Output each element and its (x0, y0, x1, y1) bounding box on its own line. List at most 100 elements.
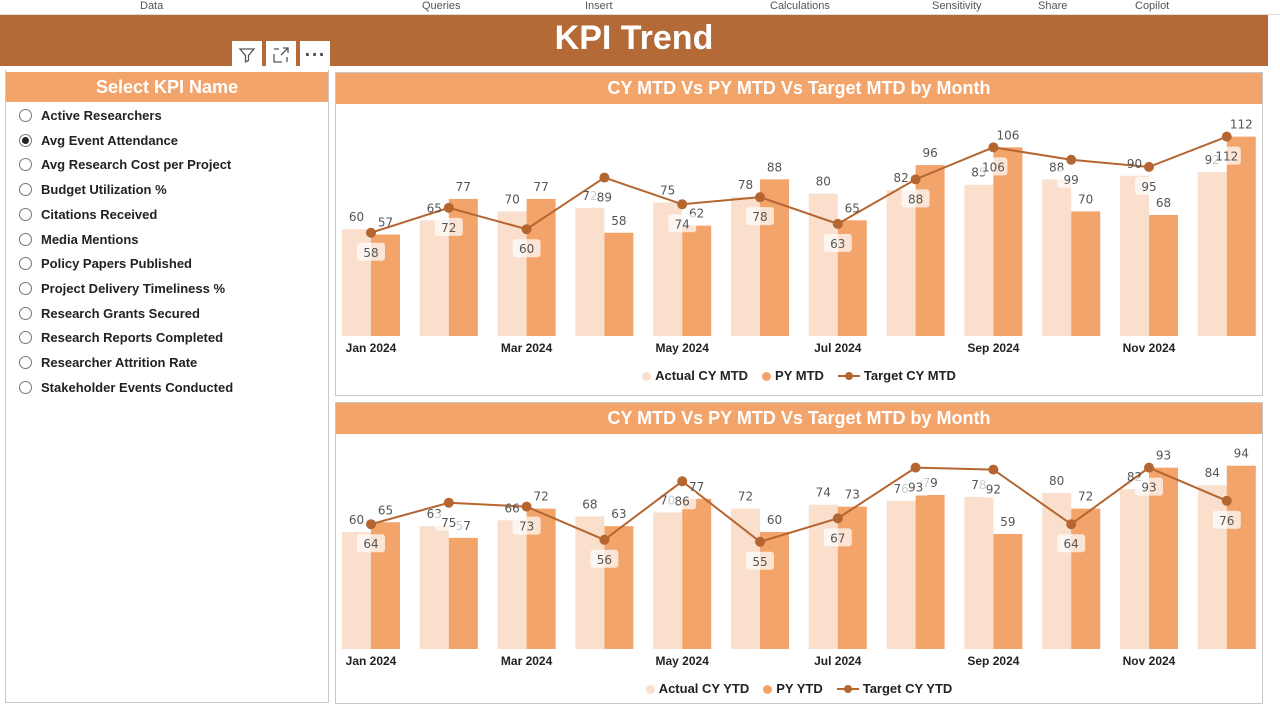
target-data-label: 86 (675, 494, 690, 508)
target-data-label: 89 (597, 191, 612, 205)
target-data-label: 63 (830, 237, 845, 251)
x-tick-label: Jul 2024 (814, 341, 862, 355)
more-options-icon[interactable]: ··· (300, 41, 330, 68)
target-point (832, 513, 843, 524)
radio-button[interactable] (19, 257, 32, 271)
cy-bar (575, 516, 605, 649)
slicer-item[interactable]: Stakeholder Events Conducted (19, 380, 233, 395)
filter-icon[interactable] (232, 41, 262, 68)
target-label-box (1212, 510, 1241, 529)
slicer-item-label: Active Researchers (41, 108, 162, 123)
slicer-item[interactable]: Policy Papers Published (19, 256, 192, 271)
target-point (521, 501, 532, 512)
py-bar (448, 537, 478, 649)
radio-button[interactable] (19, 207, 32, 221)
slicer-item[interactable]: Citations Received (19, 207, 157, 222)
chart-legend: Actual CY MTD PY MTD Target CY MTD (336, 368, 1262, 383)
x-tick-label: Jan 2024 (346, 654, 397, 668)
slicer-item-label: Research Grants Secured (41, 305, 200, 321)
legend-label: PY YTD (776, 681, 823, 696)
ribbon-tab[interactable]: Copilot (1135, 0, 1170, 12)
target-data-label: 76 (1219, 514, 1234, 528)
target-label-box (668, 214, 697, 233)
cy-bar (886, 190, 916, 336)
slicer-item[interactable]: Research Reports Completed (19, 330, 223, 345)
ribbon-tab[interactable]: Queries (422, 0, 461, 12)
radio-button[interactable] (19, 158, 32, 172)
py-data-label: 68 (1156, 196, 1171, 210)
cy-bar (808, 193, 838, 336)
cy-data-label: 82 (893, 171, 908, 185)
target-data-label: 56 (597, 553, 612, 567)
legend-item[interactable]: Actual CY YTD (645, 681, 749, 696)
py-data-label: 57 (378, 216, 393, 230)
legend-item[interactable]: Target CY MTD (837, 368, 956, 383)
ribbon-tab[interactable]: Sensitivity (932, 0, 982, 12)
x-tick-label: Sep 2024 (967, 341, 1019, 355)
py-bar (526, 198, 556, 336)
slicer-item[interactable]: Researcher Attrition Rate (19, 355, 197, 370)
slicer-item[interactable]: Project Delivery Timeliness % (19, 281, 225, 296)
py-data-label: 65 (378, 503, 393, 517)
target-data-label: 74 (675, 217, 690, 231)
x-tick-label: May 2024 (656, 654, 710, 668)
slicer-item[interactable]: Media Mentions (19, 232, 139, 247)
chart-legend: Actual CY YTD PY YTD Target CY YTD (336, 681, 1262, 696)
py-data-label: 77 (456, 180, 471, 194)
target-point (366, 519, 376, 530)
radio-button[interactable] (19, 281, 32, 295)
py-data-label: 72 (1078, 490, 1093, 504)
cy-bar (497, 520, 527, 649)
radio-button[interactable] (19, 356, 32, 369)
ribbon-tab[interactable]: Share (1038, 0, 1068, 12)
py-bar (682, 225, 712, 336)
radio-button[interactable] (19, 183, 32, 197)
legend-item[interactable]: PY MTD (762, 368, 824, 383)
radio-button[interactable] (19, 306, 32, 320)
legend-label: Target CY YTD (862, 681, 953, 696)
target-label-box (512, 516, 541, 535)
target-label-box (1057, 534, 1086, 553)
py-data-label: 94 (1234, 447, 1249, 461)
focus-mode-icon[interactable] (266, 41, 296, 68)
ribbon-tab[interactable]: Calculations (770, 0, 830, 12)
slicer-item[interactable]: Budget Utilization % (19, 182, 167, 197)
py-data-label: 63 (611, 507, 626, 521)
py-data-label: 77 (689, 480, 704, 494)
radio-button[interactable] (19, 109, 32, 122)
target-point (677, 199, 688, 210)
py-bar (682, 498, 712, 649)
target-label-box (512, 239, 541, 258)
ribbon-tab[interactable]: Insert (585, 0, 613, 12)
target-point (1221, 131, 1232, 142)
slicer-item[interactable]: Active Researchers (19, 108, 162, 123)
slicer-item[interactable]: Avg Research Cost per Project (19, 157, 231, 172)
x-tick-label: May 2024 (656, 341, 710, 355)
radio-button[interactable] (19, 133, 32, 147)
cy-data-label: 90 (1127, 157, 1142, 171)
target-point (1221, 495, 1232, 506)
title-banner: KPI Trend (0, 15, 1268, 66)
legend-item[interactable]: Actual CY MTD (642, 368, 748, 383)
py-bar (604, 232, 634, 336)
py-data-label: 59 (1000, 515, 1015, 529)
legend-item[interactable]: Target CY YTD (836, 681, 953, 696)
ribbon-tabs: Data Queries Insert Calculations Sensiti… (0, 0, 1280, 15)
radio-button[interactable] (19, 380, 32, 394)
target-point (677, 476, 688, 487)
slicer-item-label: Avg Research Cost per Project (41, 157, 232, 173)
target-label-box (1057, 169, 1086, 188)
radio-button[interactable] (19, 331, 32, 345)
slicer-item-label: Project Delivery Timeliness % (41, 280, 226, 296)
legend-item[interactable]: PY YTD (763, 681, 823, 696)
py-data-label: 93 (1156, 449, 1171, 463)
radio-button[interactable] (19, 232, 32, 246)
target-label-box (357, 534, 385, 553)
slicer-item[interactable]: Research Grants Secured (19, 306, 200, 321)
cy-bar (1120, 175, 1149, 336)
slicer-item[interactable]: Avg Event Attendance (19, 133, 178, 148)
ribbon-tab[interactable]: Data (140, 0, 164, 12)
target-point (521, 224, 532, 235)
cy-bar (419, 526, 449, 649)
cy-data-label: 66 (504, 501, 519, 515)
